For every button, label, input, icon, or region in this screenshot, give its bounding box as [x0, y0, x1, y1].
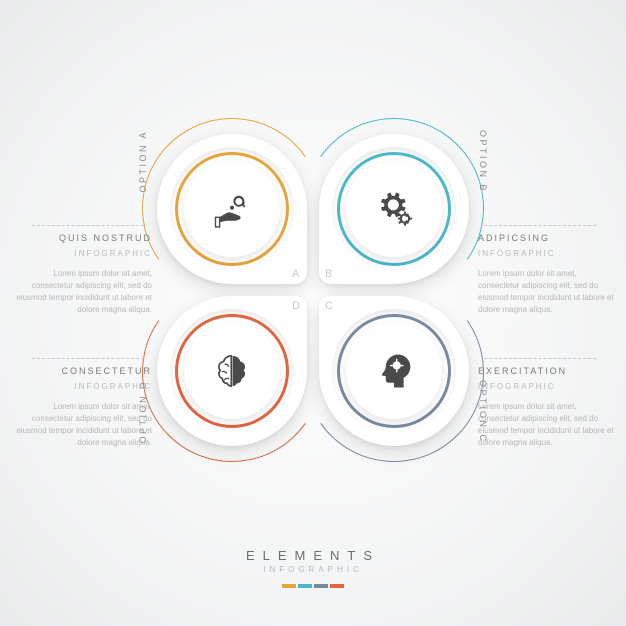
ring-a — [170, 147, 294, 271]
head-gear-icon — [332, 309, 456, 433]
hand-gear-icon — [170, 147, 294, 271]
sub-c: INFOGRAPHIC — [478, 381, 618, 393]
textblock-b: ADIPICSING INFOGRAPHIC Lorem ipsum dolor… — [478, 232, 618, 316]
body-b: Lorem ipsum dolor sit amet, consectetur … — [478, 268, 618, 316]
swatch-d — [330, 584, 344, 588]
textblock-a: QUIS NOSTRUD INFOGRAPHIC Lorem ipsum dol… — [12, 232, 152, 316]
dash-c — [484, 358, 596, 359]
petal-a — [157, 134, 307, 284]
dash-b — [484, 225, 596, 226]
ring-d — [170, 309, 294, 433]
footer-title: ELEMENTS — [0, 548, 626, 563]
footer-swatches — [0, 584, 626, 588]
dash-d — [32, 358, 144, 359]
heading-b: ADIPICSING — [478, 232, 618, 246]
petal-d — [157, 296, 307, 446]
petal-c — [319, 296, 469, 446]
textblock-c: EXERCITATION INFOGRAPHIC Lorem ipsum dol… — [478, 365, 618, 449]
ring-b — [332, 147, 456, 271]
heading-a: QUIS NOSTRUD — [12, 232, 152, 246]
option-label-a: OPTION A — [138, 130, 148, 193]
footer-subtitle: INFOGRAPHIC — [0, 565, 626, 574]
swatch-c — [314, 584, 328, 588]
sub-a: INFOGRAPHIC — [12, 248, 152, 260]
dash-a — [32, 225, 144, 226]
option-label-b: OPTION B — [478, 130, 488, 193]
ring-c — [332, 309, 456, 433]
body-d: Lorem ipsum dolor sit amet, consectetur … — [12, 401, 152, 449]
swatch-a — [282, 584, 296, 588]
petal-b — [319, 134, 469, 284]
gears-icon — [332, 147, 456, 271]
sub-d: INFOGRAPHIC — [12, 381, 152, 393]
footer: ELEMENTS INFOGRAPHIC — [0, 548, 626, 588]
swatch-b — [298, 584, 312, 588]
textblock-d: CONSECTETUR INFOGRAPHIC Lorem ipsum dolo… — [12, 365, 152, 449]
body-c: Lorem ipsum dolor sit amet, consectetur … — [478, 401, 618, 449]
sub-b: INFOGRAPHIC — [478, 248, 618, 260]
brain-icon — [170, 309, 294, 433]
heading-c: EXERCITATION — [478, 365, 618, 379]
infographic-stage: A B C D OPTION A OPTION B OPTION C OPTIO… — [0, 0, 626, 626]
body-a: Lorem ipsum dolor sit amet, consectetur … — [12, 268, 152, 316]
heading-d: CONSECTETUR — [12, 365, 152, 379]
